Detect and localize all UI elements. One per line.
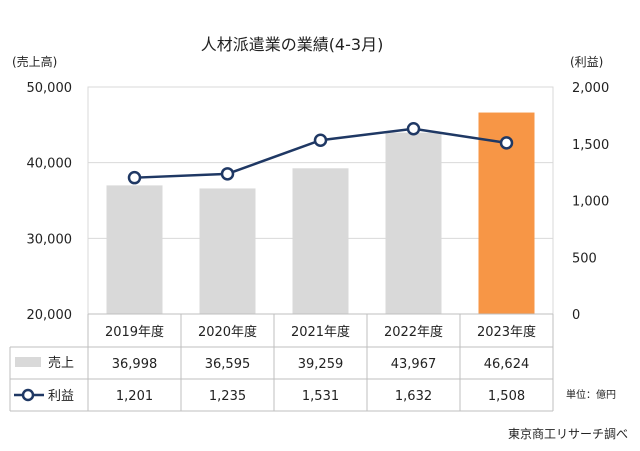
category-label: 2021年度 [291, 324, 350, 340]
profit-point [499, 136, 514, 150]
profit-point [220, 167, 235, 181]
revenue-legend-swatch [15, 357, 41, 367]
left-tick-label: 20,000 [27, 308, 73, 323]
revenue-bar [385, 132, 442, 314]
profit-legend-marker [21, 388, 35, 402]
right-tick-label: 0 [572, 308, 580, 323]
category-labels: 2019年度 2020年度 2021年度 2022年度 2023年度 [105, 324, 536, 340]
profit-point [313, 133, 328, 147]
revenue-value: 36,998 [112, 357, 158, 372]
right-axis-ticks: 0 500 1,000 1,500 2,000 [572, 81, 609, 323]
profit-row: 1,201 1,235 1,531 1,632 1,508 [116, 389, 525, 404]
chart-title: 人材派遣業の業績(4-3月) [201, 35, 384, 54]
left-tick-label: 40,000 [27, 157, 73, 172]
left-tick-label: 50,000 [27, 81, 73, 96]
category-label: 2019年度 [105, 324, 164, 340]
right-tick-label: 1,500 [572, 138, 609, 153]
profit-line [127, 122, 514, 185]
category-label: 2023年度 [477, 324, 536, 340]
data-table: 売上 利益 [9, 313, 554, 412]
revenue-legend-label: 売上 [48, 355, 74, 371]
category-label: 2020年度 [198, 324, 257, 340]
profit-value: 1,235 [209, 389, 246, 404]
unit-note: 単位：億円 [566, 388, 616, 401]
right-tick-label: 500 [572, 251, 597, 266]
profit-value: 1,201 [116, 389, 153, 404]
source-note: 東京商工リサーチ調べ [508, 426, 628, 441]
revenue-value: 39,259 [298, 357, 344, 372]
revenue-value: 43,967 [391, 357, 437, 372]
profit-value: 1,531 [302, 389, 339, 404]
profit-value: 1,508 [488, 389, 525, 404]
left-axis-ticks: 20,000 30,000 40,000 50,000 [27, 81, 73, 323]
left-axis-label: (売上高) [12, 54, 57, 69]
profit-value: 1,632 [395, 389, 432, 404]
revenue-value: 36,595 [205, 357, 251, 372]
revenue-bar [106, 185, 163, 314]
right-tick-label: 1,000 [572, 195, 609, 210]
revenue-bar [199, 188, 256, 314]
category-label: 2022年度 [384, 324, 443, 340]
revenue-value: 46,624 [484, 357, 530, 372]
left-tick-label: 30,000 [27, 232, 73, 247]
profit-point [406, 122, 421, 136]
right-axis-label: (利益) [570, 55, 603, 69]
revenue-row: 36,998 36,595 39,259 43,967 46,624 [112, 357, 530, 372]
profit-point [127, 170, 142, 185]
profit-legend-label: 利益 [48, 389, 74, 404]
right-tick-label: 2,000 [572, 81, 609, 96]
revenue-bar [292, 168, 349, 314]
